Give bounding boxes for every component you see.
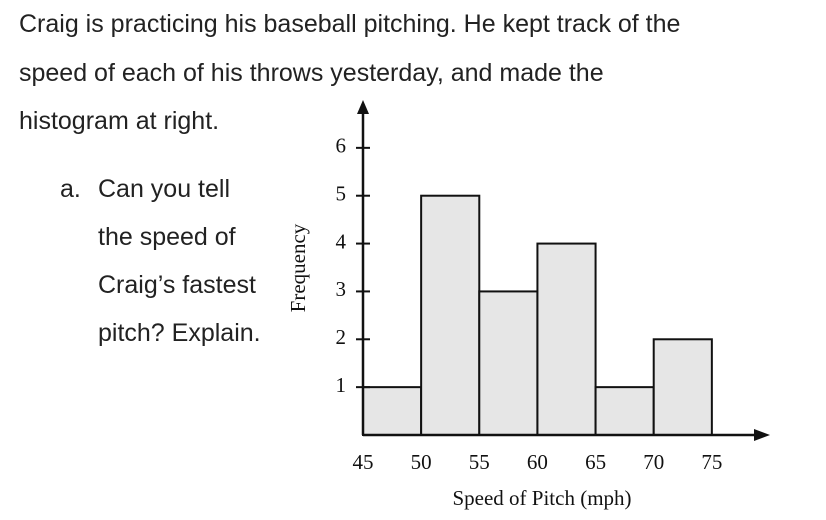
question-line: pitch? Explain. <box>98 319 261 347</box>
x-tick-label: 65 <box>585 450 606 474</box>
question-label: a. <box>60 175 81 203</box>
y-tick-label: 2 <box>336 325 347 349</box>
question-line: the speed of <box>98 223 236 251</box>
x-tick-label: 60 <box>527 450 548 474</box>
bar <box>536 242 597 436</box>
y-tick-label: 4 <box>336 229 347 253</box>
y-tick-label: 5 <box>336 182 347 206</box>
y-axis-arrow <box>357 100 369 114</box>
x-tick-label: 50 <box>411 450 432 474</box>
x-tick-label: 45 <box>353 450 374 474</box>
question-line: Craig’s fastest <box>98 271 256 299</box>
bar <box>594 386 655 436</box>
x-axis-arrow <box>754 429 770 441</box>
x-tick-label: 75 <box>701 450 722 474</box>
y-tick-label: 6 <box>336 134 347 158</box>
bar <box>362 386 423 436</box>
y-axis-label: Frequency <box>286 223 310 312</box>
intro-line: speed of each of his throws yesterday, a… <box>19 59 604 87</box>
bar <box>478 290 539 436</box>
intro-line: Craig is practicing his baseball pitchin… <box>19 10 681 38</box>
bar <box>420 194 481 436</box>
bar <box>652 338 713 436</box>
intro-line: histogram at right. <box>19 107 220 135</box>
y-tick-label: 1 <box>336 373 347 397</box>
x-tick-label: 70 <box>643 450 664 474</box>
y-tick-label: 3 <box>336 277 347 301</box>
x-tick-label: 55 <box>469 450 490 474</box>
question-line: Can you tell <box>98 175 231 203</box>
x-axis-label: Speed of Pitch (mph) <box>452 486 631 510</box>
